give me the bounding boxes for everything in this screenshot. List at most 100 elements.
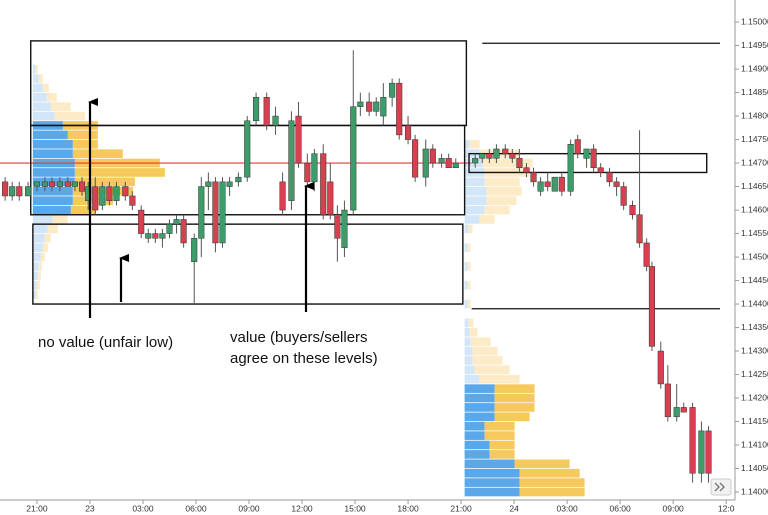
candle-body <box>41 181 48 187</box>
profile-bar-yellow <box>482 158 533 168</box>
y-tick-label: 1.15000 <box>741 16 768 26</box>
candle-body <box>673 407 680 418</box>
profile-bar-yellow <box>70 205 96 215</box>
x-tick-label: 06:00 <box>609 503 631 513</box>
profile-bar-blue <box>464 365 475 375</box>
profile-bar-yellow <box>40 252 45 262</box>
candle-body <box>263 97 270 126</box>
x-tick-label: 09:00 <box>238 503 260 513</box>
candle-body <box>389 82 396 98</box>
candle-body <box>205 181 212 187</box>
profile-bar-yellow <box>494 393 535 403</box>
profile-bar-yellow <box>484 177 520 187</box>
profile-bar-blue <box>464 421 485 431</box>
profile-bar-yellow <box>489 450 515 459</box>
y-tick-label: 1.14850 <box>741 87 768 97</box>
candle-body <box>643 242 650 267</box>
profile-bar-yellow <box>474 365 510 375</box>
candle-body <box>295 115 302 164</box>
profile-bar-blue <box>32 92 47 102</box>
profile-bar-blue <box>464 487 520 497</box>
profile-bar-blue <box>464 431 485 440</box>
y-tick-label: 1.14550 <box>741 228 768 238</box>
profile-bar-blue <box>464 139 470 149</box>
x-tick-label: 18:00 <box>397 503 419 513</box>
candle-body <box>235 176 242 183</box>
profile-bar-yellow <box>494 403 535 412</box>
profile-bar-blue <box>32 139 73 149</box>
candle-body <box>152 233 159 239</box>
profile-bar-yellow <box>494 384 535 393</box>
candle-body <box>173 219 180 225</box>
scroll-button[interactable] <box>710 478 732 496</box>
candle-body <box>304 162 311 183</box>
candle-body <box>78 181 86 192</box>
profile-bar-yellow <box>467 243 471 252</box>
candle-body <box>2 181 9 197</box>
y-tick-label: 1.14900 <box>741 63 768 73</box>
annotation: agree on these levels) <box>230 350 378 367</box>
candle-body <box>705 430 712 474</box>
x-tick-label: 09:00 <box>663 503 685 513</box>
profile-bar-yellow <box>37 271 41 281</box>
y-tick-label: 1.14750 <box>741 134 768 144</box>
candle-body <box>509 153 516 159</box>
profile-bar-yellow <box>472 356 503 365</box>
candle-body <box>657 350 664 385</box>
candle-body <box>380 97 387 117</box>
profile-bar-blue <box>32 290 36 299</box>
x-tick-label: 21:00 <box>26 503 48 513</box>
y-tick-label: 1.14500 <box>741 251 768 261</box>
profile-bar-blue <box>464 346 473 356</box>
candle-body <box>452 162 459 169</box>
candle-body <box>320 153 327 216</box>
candle-body <box>16 186 23 197</box>
profile-bar-blue <box>464 337 471 346</box>
y-tick-label: 1.14450 <box>741 275 768 285</box>
profile-bar-blue <box>464 186 487 196</box>
profile-bar-blue <box>464 403 495 412</box>
candle-body <box>180 219 187 244</box>
candle-body <box>138 209 145 234</box>
candle-body <box>567 144 574 192</box>
profile-bar-yellow <box>467 299 471 309</box>
profile-bar-yellow <box>519 487 585 497</box>
profile-bar-yellow <box>469 139 480 149</box>
profile-bar-yellow <box>42 83 49 93</box>
candle-body <box>445 158 452 169</box>
candle-body <box>33 181 40 187</box>
profile-bar-yellow <box>54 111 85 121</box>
candle-body <box>191 238 198 262</box>
profile-bar-yellow <box>489 440 515 450</box>
profile-bar-blue <box>464 412 495 422</box>
candle-body <box>334 214 341 239</box>
candle-body <box>106 186 113 201</box>
candle-body <box>9 186 16 197</box>
candle-body <box>429 148 436 164</box>
candle-body <box>493 148 500 159</box>
profile-bar-blue <box>32 280 37 290</box>
profile-bar-yellow <box>50 102 71 111</box>
profile-bar-yellow <box>46 92 57 102</box>
candle-body <box>544 181 551 187</box>
candle-body <box>405 125 412 140</box>
profile-bar-blue <box>464 393 495 403</box>
annotation: no value (unfair low) <box>38 334 173 351</box>
profile-bar-yellow <box>519 468 580 478</box>
candle-body <box>597 167 604 173</box>
candle-body <box>357 101 364 107</box>
x-tick-label: 12:00 <box>291 503 313 513</box>
candle-body <box>341 209 348 248</box>
profile-bar-blue <box>464 280 468 290</box>
candle-body <box>606 172 613 183</box>
candle-body <box>71 181 78 187</box>
profile-bar-yellow <box>479 374 520 384</box>
profile-bar-blue <box>32 215 53 224</box>
profile-bar-yellow <box>38 262 42 271</box>
x-tick-label: 12:0 <box>718 503 735 513</box>
profile-bar-yellow <box>486 196 517 205</box>
candle-body <box>583 148 590 159</box>
candle-body <box>212 181 219 244</box>
